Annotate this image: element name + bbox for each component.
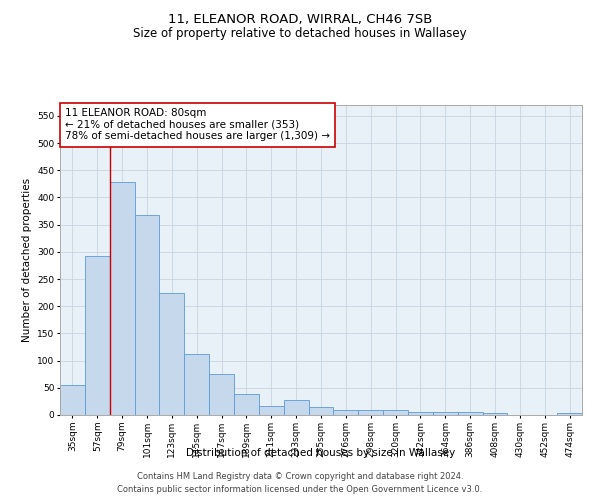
Bar	[334, 410, 358, 415]
Y-axis label: Number of detached properties: Number of detached properties	[22, 178, 32, 342]
Bar	[110, 182, 134, 415]
Text: Contains public sector information licensed under the Open Government Licence v3: Contains public sector information licen…	[118, 485, 482, 494]
Bar	[557, 414, 582, 415]
Text: 11 ELEANOR ROAD: 80sqm
← 21% of detached houses are smaller (353)
78% of semi-de: 11 ELEANOR ROAD: 80sqm ← 21% of detached…	[65, 108, 330, 142]
Bar	[259, 406, 284, 415]
Bar	[458, 412, 482, 415]
Bar	[160, 292, 184, 415]
Bar	[383, 410, 408, 415]
Bar	[85, 256, 110, 415]
Bar	[60, 385, 85, 415]
Bar	[308, 407, 334, 415]
Bar	[482, 413, 508, 415]
Text: Size of property relative to detached houses in Wallasey: Size of property relative to detached ho…	[133, 28, 467, 40]
Text: 11, ELEANOR ROAD, WIRRAL, CH46 7SB: 11, ELEANOR ROAD, WIRRAL, CH46 7SB	[168, 12, 432, 26]
Text: Contains HM Land Registry data © Crown copyright and database right 2024.: Contains HM Land Registry data © Crown c…	[137, 472, 463, 481]
Bar	[433, 412, 458, 415]
Bar	[234, 394, 259, 415]
Bar	[284, 400, 308, 415]
Bar	[358, 410, 383, 415]
Bar	[408, 412, 433, 415]
Text: Distribution of detached houses by size in Wallasey: Distribution of detached houses by size …	[187, 448, 455, 458]
Bar	[209, 374, 234, 415]
Bar	[134, 216, 160, 415]
Bar	[184, 354, 209, 415]
